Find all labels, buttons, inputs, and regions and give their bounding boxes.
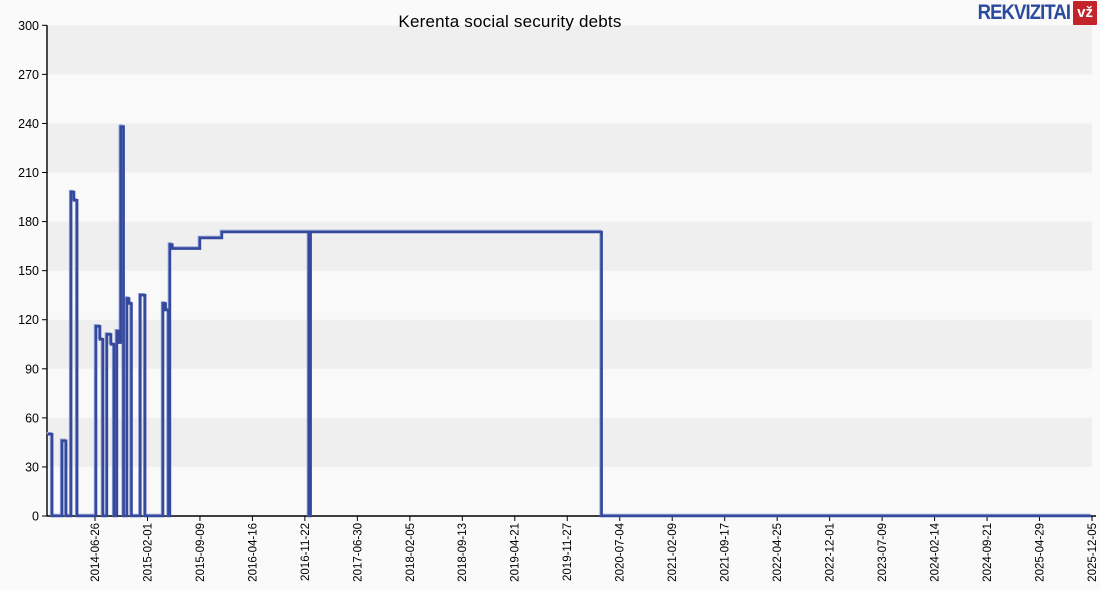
y-tick-label: 150 <box>18 264 39 278</box>
x-tick-label: 2015-09-09 <box>195 523 207 582</box>
x-tick-label: 2024-02-14 <box>929 522 941 581</box>
logo-text: REKVIZITAI <box>977 1 1071 24</box>
x-tick-label: 2018-09-13 <box>457 523 469 582</box>
x-tick-label: 2025-12-05 <box>1087 523 1099 582</box>
y-tick-label: 270 <box>18 68 39 82</box>
x-tick-label: 2020-07-04 <box>615 522 627 581</box>
y-tick-label: 120 <box>18 313 39 327</box>
y-tick-label: 210 <box>18 166 39 180</box>
y-tick-label: 0 <box>32 510 39 524</box>
rekvizitai-logo[interactable]: REKVIZITAI vž <box>965 0 1097 25</box>
x-tick-label: 2021-09-17 <box>720 523 732 582</box>
logo-vz-badge: vž <box>1073 0 1097 25</box>
x-tick-label: 2021-02-09 <box>667 523 679 582</box>
x-tick-label: 2022-04-25 <box>772 523 784 582</box>
x-tick-label: 2015-02-01 <box>142 523 154 582</box>
x-tick-label: 2017-06-30 <box>352 523 364 582</box>
y-tick-label: 90 <box>25 362 39 376</box>
x-tick-label: 2019-11-27 <box>562 523 574 581</box>
x-tick-label: 2023-07-09 <box>877 523 889 582</box>
y-tick-label: 60 <box>25 411 39 425</box>
debt-line <box>48 125 1092 518</box>
grid-band <box>47 123 1092 173</box>
grid-band <box>47 221 1092 271</box>
grid-band <box>47 25 1092 75</box>
x-tick-label: 2025-04-29 <box>1034 523 1046 582</box>
x-tick-label: 2016-11-22 <box>300 523 312 581</box>
grid-band <box>47 319 1092 369</box>
x-tick-label: 2016-04-16 <box>247 523 259 582</box>
y-tick-label: 180 <box>18 215 39 229</box>
y-tick-label: 30 <box>25 460 39 474</box>
grid-band <box>47 417 1092 467</box>
x-tick-label: 2024-09-21 <box>982 523 994 582</box>
x-tick-label: 2018-02-05 <box>405 523 417 582</box>
page-title: Kerenta social security debts <box>398 12 622 31</box>
x-tick-label: 2014-06-26 <box>90 523 102 582</box>
y-tick-label: 300 <box>18 19 39 33</box>
x-tick-label: 2019-04-21 <box>510 523 522 582</box>
y-tick-label: 240 <box>18 117 39 131</box>
x-tick-label: 2022-12-01 <box>825 523 837 582</box>
